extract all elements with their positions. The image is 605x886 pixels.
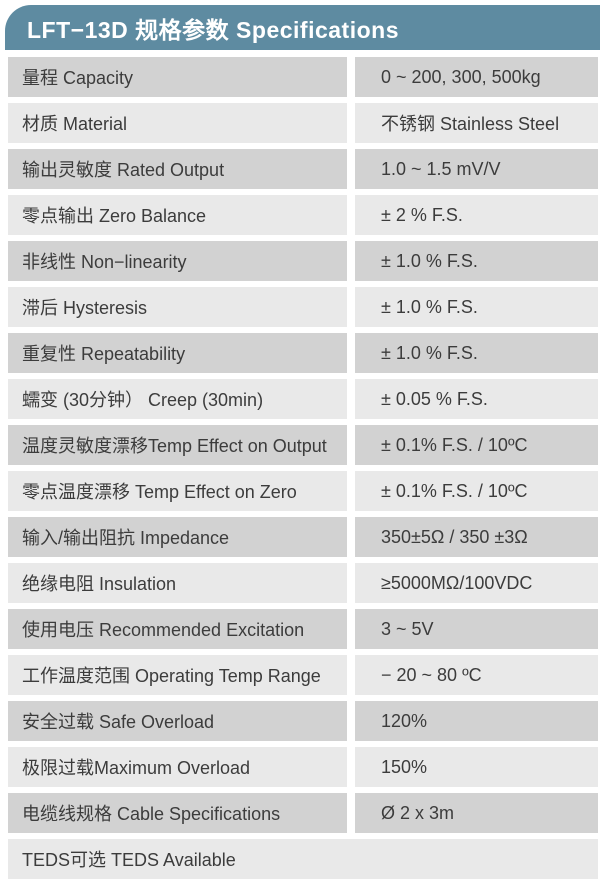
spec-value: − 20 ~ 80 ºC [381, 664, 482, 685]
spec-label: 输出灵敏度 Rated Output [22, 160, 225, 180]
table-row: 电缆线规格 Cable Specifications Ø 2 x 3m [8, 793, 598, 833]
spec-value: 150% [381, 756, 428, 777]
table-row: 绝缘电阻 Insulation ≥5000MΩ/100VDC [8, 563, 598, 603]
spec-value: ≥5000MΩ/100VDC [381, 572, 533, 593]
spec-value-cell: ± 1.0 % F.S. [355, 287, 598, 327]
table-row: 零点输出 Zero Balance ± 2 % F.S. [8, 195, 598, 235]
table-row: 使用电压 Recommended Excitation 3 ~ 5V [8, 609, 598, 649]
spec-label: 极限过载Maximum Overload [22, 758, 251, 778]
spec-label-cell: 材质 Material [8, 103, 347, 143]
table-row: 重复性 Repeatability ± 1.0 % F.S. [8, 333, 598, 373]
spec-value-cell: ± 1.0 % F.S. [355, 333, 598, 373]
spec-label-cell: 输出灵敏度 Rated Output [8, 149, 347, 189]
spec-value-cell: ± 0.1% F.S. / 10ºC [355, 471, 598, 511]
spec-value-cell: 0 ~ 200, 300, 500kg [355, 57, 598, 97]
spec-label: 零点温度漂移 Temp Effect on Zero [22, 482, 297, 502]
spec-value: Ø 2 x 3m [381, 802, 455, 823]
spec-value-cell: ± 1.0 % F.S. [355, 241, 598, 281]
spec-value: ± 2 % F.S. [381, 204, 463, 225]
spec-label-cell: 零点输出 Zero Balance [8, 195, 347, 235]
spec-label: 安全过载 Safe Overload [22, 712, 215, 732]
spec-value-cell: ± 2 % F.S. [355, 195, 598, 235]
spec-value-cell: ≥5000MΩ/100VDC [355, 563, 598, 603]
spec-value: ± 1.0 % F.S. [381, 250, 478, 271]
spec-label: 温度灵敏度漂移Temp Effect on Output [22, 436, 327, 456]
spec-label-cell: 滞后 Hysteresis [8, 287, 347, 327]
spec-label: 工作温度范围 Operating Temp Range [22, 666, 321, 686]
spec-label: 使用电压 Recommended Excitation [22, 620, 305, 640]
spec-label-cell: 非线性 Non−linearity [8, 241, 347, 281]
spec-value: ± 0.1% F.S. / 10ºC [381, 434, 528, 455]
spec-label-cell: 安全过载 Safe Overload [8, 701, 347, 741]
spec-value-cell: 不锈钢 Stainless Steel [355, 103, 598, 143]
spec-label: 电缆线规格 Cable Specifications [22, 804, 281, 824]
spec-value-cell: ± 0.05 % F.S. [355, 379, 598, 419]
spec-label-cell: 工作温度范围 Operating Temp Range [8, 655, 347, 695]
table-row: TEDS可选 TEDS Available [8, 839, 598, 879]
spec-label-cell: 极限过载Maximum Overload [8, 747, 347, 787]
spec-value-cell: ± 0.1% F.S. / 10ºC [355, 425, 598, 465]
spec-label: 零点输出 Zero Balance [22, 206, 207, 226]
table-row: 工作温度范围 Operating Temp Range − 20 ~ 80 ºC [8, 655, 598, 695]
table-row: 输出灵敏度 Rated Output 1.0 ~ 1.5 mV/V [8, 149, 598, 189]
spec-value: 3 ~ 5V [381, 618, 434, 639]
table-row: 蠕变 (30分钟） Creep (30min) ± 0.05 % F.S. [8, 379, 598, 419]
spec-label-cell: 量程 Capacity [8, 57, 347, 97]
spec-value: ± 0.1% F.S. / 10ºC [381, 480, 528, 501]
spec-label: 材质 Material [22, 114, 128, 134]
spec-label: 非线性 Non−linearity [22, 252, 187, 272]
spec-label: 输入/输出阻抗 Impedance [22, 528, 230, 548]
table-row: 非线性 Non−linearity ± 1.0 % F.S. [8, 241, 598, 281]
spec-label-cell: 电缆线规格 Cable Specifications [8, 793, 347, 833]
table-row: 零点温度漂移 Temp Effect on Zero ± 0.1% F.S. /… [8, 471, 598, 511]
spec-label-cell: 温度灵敏度漂移Temp Effect on Output [8, 425, 347, 465]
table-row: 量程 Capacity 0 ~ 200, 300, 500kg [8, 57, 598, 97]
spec-label: TEDS可选 TEDS Available [22, 850, 236, 870]
spec-label: 滞后 Hysteresis [22, 298, 148, 318]
spec-label-cell: 重复性 Repeatability [8, 333, 347, 373]
table-row: 材质 Material 不锈钢 Stainless Steel [8, 103, 598, 143]
spec-table: 量程 Capacity 0 ~ 200, 300, 500kg 材质 Mater… [8, 57, 598, 879]
spec-value-cell: 350±5Ω / 350 ±3Ω [355, 517, 598, 557]
spec-value: 120% [381, 710, 428, 731]
spec-value: 0 ~ 200, 300, 500kg [381, 66, 541, 87]
spec-value: ± 1.0 % F.S. [381, 342, 478, 363]
table-row: 极限过载Maximum Overload 150% [8, 747, 598, 787]
spec-label: 量程 Capacity [22, 68, 134, 88]
spec-value-cell: 150% [355, 747, 598, 787]
page-title: LFT−13D 规格参数 Specifications [27, 16, 399, 43]
table-row: 输入/输出阻抗 Impedance 350±5Ω / 350 ±3Ω [8, 517, 598, 557]
spec-value-cell: − 20 ~ 80 ºC [355, 655, 598, 695]
table-row: 安全过载 Safe Overload 120% [8, 701, 598, 741]
spec-label: 重复性 Repeatability [22, 344, 186, 364]
spec-value: ± 1.0 % F.S. [381, 296, 478, 317]
spec-value-cell: 1.0 ~ 1.5 mV/V [355, 149, 598, 189]
spec-sheet-header: LFT−13D 规格参数 Specifications [5, 5, 600, 50]
table-row: 滞后 Hysteresis ± 1.0 % F.S. [8, 287, 598, 327]
spec-value-cell: 3 ~ 5V [355, 609, 598, 649]
spec-label-cell: 输入/输出阻抗 Impedance [8, 517, 347, 557]
spec-label-cell: TEDS可选 TEDS Available [8, 839, 598, 879]
spec-value-cell: 120% [355, 701, 598, 741]
spec-label-cell: 绝缘电阻 Insulation [8, 563, 347, 603]
spec-value: 350±5Ω / 350 ±3Ω [381, 526, 528, 547]
spec-value: 不锈钢 Stainless Steel [381, 114, 560, 134]
spec-label: 绝缘电阻 Insulation [22, 574, 177, 594]
spec-value: ± 0.05 % F.S. [381, 388, 488, 409]
spec-label-cell: 蠕变 (30分钟） Creep (30min) [8, 379, 347, 419]
spec-value: 1.0 ~ 1.5 mV/V [381, 158, 501, 179]
table-row: 温度灵敏度漂移Temp Effect on Output ± 0.1% F.S.… [8, 425, 598, 465]
spec-value-cell: Ø 2 x 3m [355, 793, 598, 833]
spec-label-cell: 零点温度漂移 Temp Effect on Zero [8, 471, 347, 511]
spec-label: 蠕变 (30分钟） Creep (30min) [22, 390, 264, 410]
spec-label-cell: 使用电压 Recommended Excitation [8, 609, 347, 649]
